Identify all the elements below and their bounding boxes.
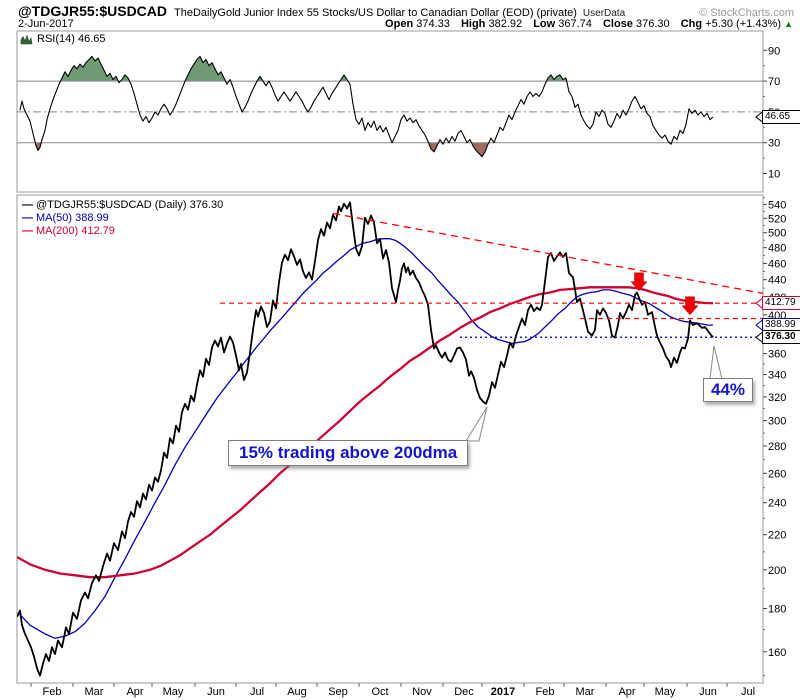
rsi-indicator-icon bbox=[20, 34, 33, 45]
svg-text:Mar: Mar bbox=[85, 686, 104, 698]
svg-text:540: 540 bbox=[768, 199, 786, 211]
svg-text:520: 520 bbox=[768, 213, 786, 225]
svg-text:Sep: Sep bbox=[328, 686, 348, 698]
up-triangle-icon: ▲ bbox=[784, 19, 793, 29]
svg-text:240: 240 bbox=[768, 498, 786, 510]
ohlc-quote: Open 374.33 High 382.92 Low 367.74 Close… bbox=[377, 18, 793, 30]
svg-text:200: 200 bbox=[768, 565, 786, 577]
svg-text:10: 10 bbox=[768, 169, 780, 181]
svg-text:440: 440 bbox=[768, 275, 786, 287]
svg-text:Jul: Jul bbox=[250, 686, 264, 698]
legend-swatch: — bbox=[22, 212, 33, 224]
quote-line: 2-Jun-2017 Open 374.33 High 382.92 Low 3… bbox=[18, 18, 793, 30]
svg-text:Jun: Jun bbox=[207, 686, 225, 698]
svg-text:460: 460 bbox=[768, 258, 786, 270]
close-label: Close bbox=[602, 18, 633, 30]
svg-text:Aug: Aug bbox=[287, 686, 307, 698]
svg-text:30: 30 bbox=[768, 138, 780, 150]
svg-text:Jun: Jun bbox=[699, 686, 717, 698]
legend-label: MA(50) 388.99 bbox=[36, 212, 109, 224]
open-value: 374.33 bbox=[416, 18, 450, 30]
legend-ma50: — MA(50) 388.99 bbox=[22, 212, 109, 224]
chg-value: +5.30 (+1.43%) bbox=[705, 18, 782, 30]
svg-text:280: 280 bbox=[768, 441, 786, 453]
legend-label: MA(200) 412.79 bbox=[36, 225, 115, 237]
svg-text:220: 220 bbox=[768, 530, 786, 542]
svg-text:Dec: Dec bbox=[454, 686, 474, 698]
svg-text:70: 70 bbox=[768, 76, 780, 88]
svg-text:Apr: Apr bbox=[618, 686, 635, 698]
svg-text:Feb: Feb bbox=[43, 686, 62, 698]
annotation-44pct-box: 44% bbox=[703, 378, 754, 402]
rsi-label-text: RSI(14) 46.65 bbox=[37, 33, 106, 45]
svg-text:Feb: Feb bbox=[536, 686, 555, 698]
axis-callout-376.30: 376.30 bbox=[762, 330, 800, 344]
svg-text:160: 160 bbox=[768, 647, 786, 659]
symbol: @TDGJR55:$USDCAD bbox=[18, 3, 168, 19]
chart-author: UserData bbox=[582, 8, 626, 19]
svg-text:Oct: Oct bbox=[371, 686, 388, 698]
open-label: Open bbox=[385, 18, 414, 30]
chg-label: Chg bbox=[680, 18, 703, 30]
legend-swatch: — bbox=[22, 225, 33, 237]
axis-callout-46.65: 46.65 bbox=[762, 110, 800, 124]
svg-text:Mar: Mar bbox=[576, 686, 595, 698]
svg-text:Apr: Apr bbox=[126, 686, 143, 698]
svg-text:May: May bbox=[655, 686, 676, 698]
legend-swatch: — bbox=[22, 199, 33, 211]
axis-callout-412.79: 412.79 bbox=[762, 296, 800, 310]
svg-text:480: 480 bbox=[768, 243, 786, 255]
low-label: Low bbox=[533, 18, 556, 30]
svg-text:180: 180 bbox=[768, 604, 786, 616]
chart-date: 2-Jun-2017 bbox=[18, 18, 74, 30]
high-label: High bbox=[460, 18, 486, 30]
svg-text:Nov: Nov bbox=[412, 686, 432, 698]
svg-text:90: 90 bbox=[768, 45, 780, 57]
svg-text:500: 500 bbox=[768, 228, 786, 240]
svg-text:260: 260 bbox=[768, 468, 786, 480]
chart-header: @TDGJR55:$USDCAD TheDailyGold Junior Ind… bbox=[18, 3, 794, 19]
high-value: 382.92 bbox=[488, 18, 523, 30]
chart-title: TheDailyGold Junior Index 55 Stocks/US D… bbox=[174, 7, 577, 19]
svg-text:May: May bbox=[163, 686, 184, 698]
legend-ma200: — MA(200) 412.79 bbox=[22, 225, 115, 237]
rsi-panel-label: RSI(14) 46.65 bbox=[20, 33, 105, 45]
legend-symbol: — @TDGJR55:$USDCAD (Daily) 376.30 bbox=[22, 199, 223, 211]
svg-text:2017: 2017 bbox=[491, 686, 515, 698]
legend-label: @TDGJR55:$USDCAD (Daily) 376.30 bbox=[36, 199, 224, 211]
svg-text:340: 340 bbox=[768, 370, 786, 382]
annotation-15pct-box: 15% trading above 200dma bbox=[228, 440, 469, 466]
svg-text:300: 300 bbox=[768, 416, 786, 428]
stockcharts-watermark: © StockCharts.com bbox=[699, 7, 794, 19]
low-value: 367.74 bbox=[558, 18, 592, 30]
close-value: 376.30 bbox=[636, 18, 670, 30]
svg-text:Jul: Jul bbox=[741, 686, 755, 698]
svg-text:360: 360 bbox=[768, 349, 786, 361]
svg-text:320: 320 bbox=[768, 392, 786, 404]
